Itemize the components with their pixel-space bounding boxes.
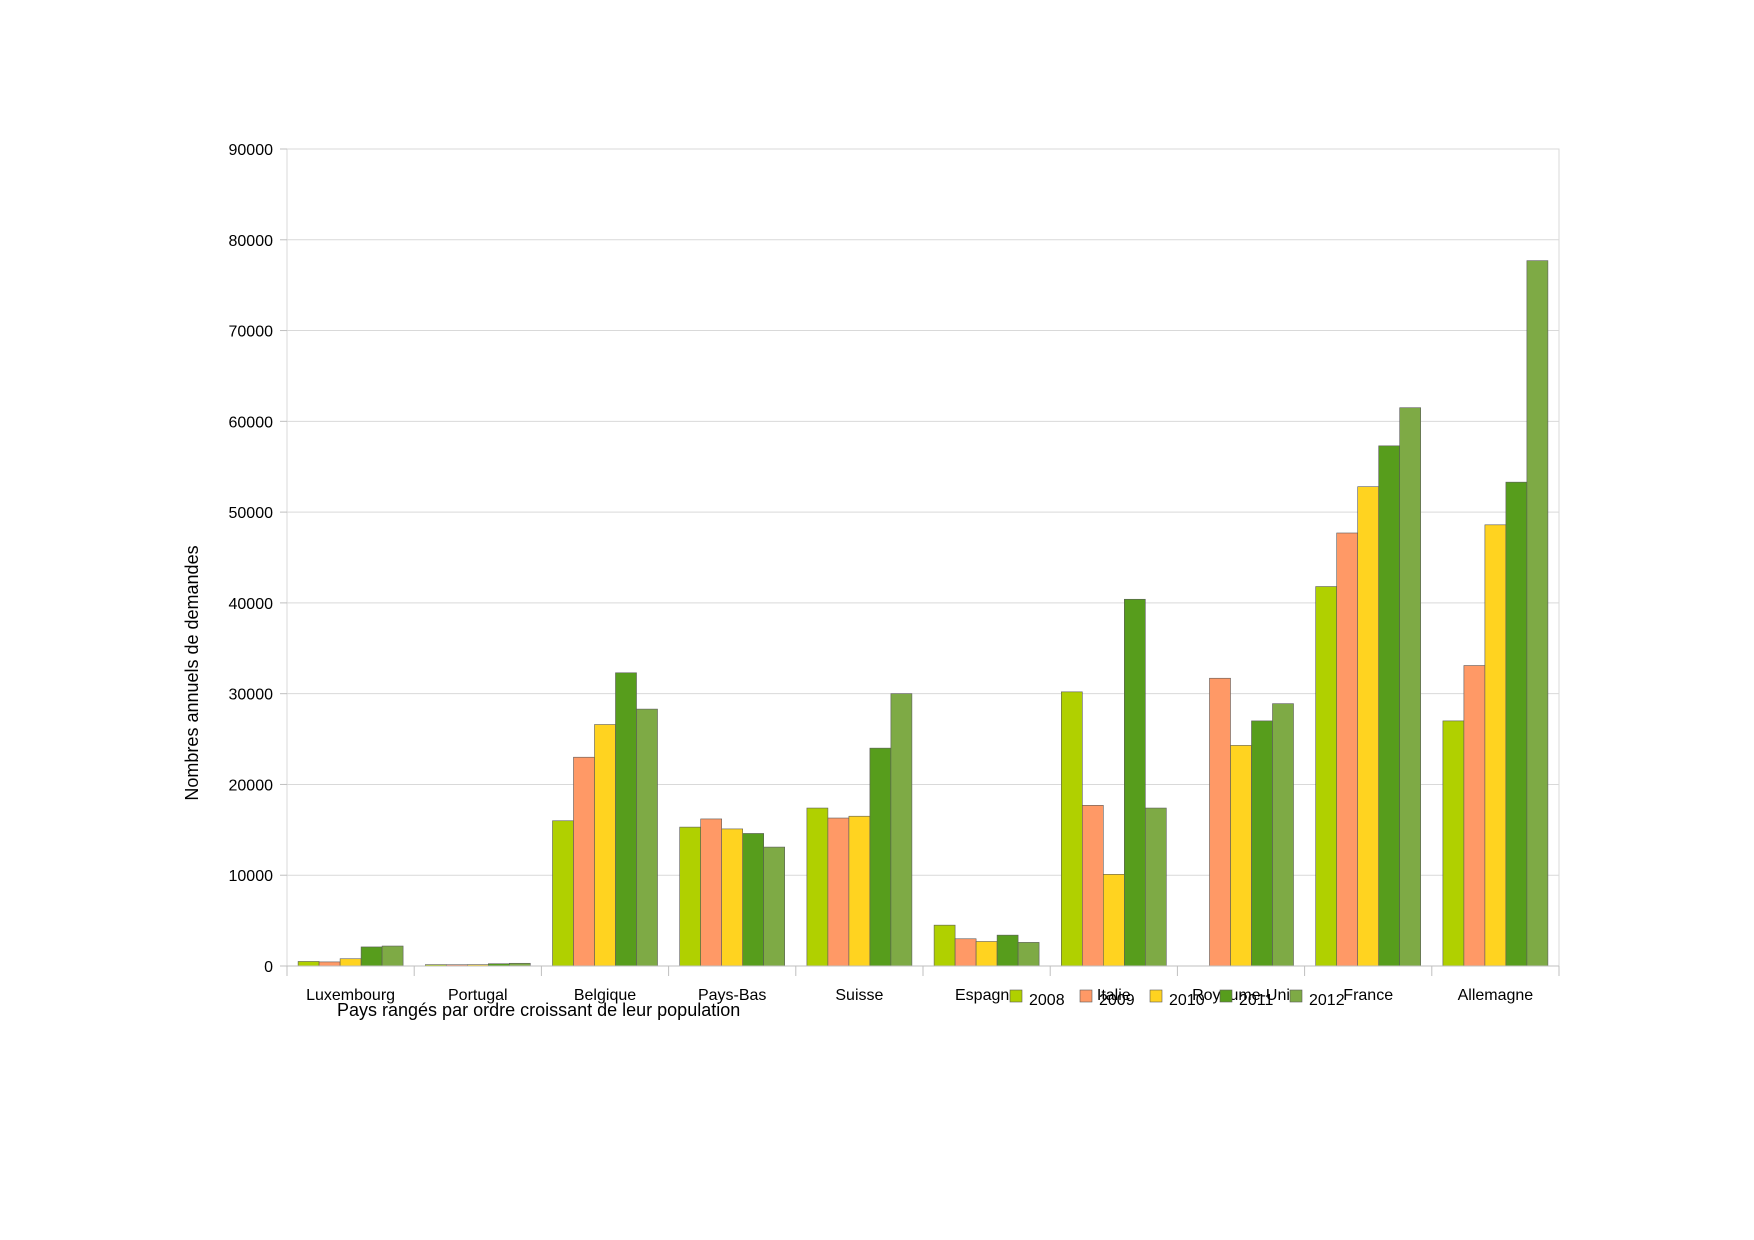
bar-belgique-2012	[636, 708, 658, 967]
bar-suisse-2009	[827, 817, 850, 967]
bar-belgique-2010	[594, 724, 616, 967]
bar-luxembourg-2009	[318, 961, 341, 967]
bar-luxembourg-2010	[339, 958, 362, 967]
y-tick-label: 50000	[229, 505, 274, 522]
x-tick-label: Royaume-Uni	[1192, 987, 1290, 1004]
bar-suisse-2011	[869, 747, 892, 967]
bar-luxembourg-2012	[381, 945, 404, 967]
y-tick-label: 20000	[229, 777, 274, 794]
bar-italie-2012	[1145, 807, 1167, 967]
bar-royaume-uni-2010	[1230, 745, 1252, 967]
bar-pays-bas-2009	[700, 818, 723, 967]
bars	[297, 260, 1549, 967]
bar-italie-2008	[1061, 691, 1083, 967]
legend-swatch-2009	[1079, 989, 1093, 1003]
legend-label-2012: 2012	[1309, 992, 1345, 1009]
bar-allemagne-2010	[1484, 524, 1507, 967]
x-tick-label: Portugal	[448, 987, 508, 1004]
bar-luxembourg-2008	[297, 961, 320, 967]
legend-label-2010: 2010	[1169, 992, 1205, 1009]
legend-swatch-2008	[1009, 989, 1023, 1003]
bar-pays-bas-2008	[679, 826, 702, 967]
x-tick-label: Pays-Bas	[698, 987, 766, 1004]
y-axis-title: Nombres annuels de demandes	[182, 545, 202, 800]
bar-royaume-uni-2009	[1209, 677, 1231, 967]
bar-pays-bas-2012	[763, 846, 786, 967]
bar-pays-bas-2011	[742, 833, 765, 967]
bar-royaume-uni-2011	[1251, 720, 1273, 967]
x-tick-label: Luxembourg	[306, 987, 395, 1004]
legend-swatch-2011	[1219, 989, 1233, 1003]
y-tick-label: 0	[264, 959, 273, 976]
x-tick-label: Italie	[1097, 987, 1131, 1004]
bar-espagne-2011	[996, 934, 1019, 967]
bar-suisse-2008	[806, 807, 829, 967]
bar-italie-2009	[1082, 805, 1104, 967]
legend-label-2008: 2008	[1029, 992, 1065, 1009]
bar-espagne-2012	[1017, 942, 1040, 967]
bar-italie-2010	[1103, 874, 1125, 967]
bar-suisse-2010	[848, 815, 871, 967]
legend: 2008 2009 2010 2011 2012	[1009, 989, 1345, 1009]
legend-label-2011: 2011	[1239, 992, 1274, 1009]
legend-swatch-2012	[1289, 989, 1303, 1003]
x-tick-label: Espagne	[955, 987, 1018, 1004]
y-tick-label: 80000	[229, 233, 274, 250]
y-tick-label: 30000	[229, 687, 274, 704]
bar-espagne-2009	[954, 938, 977, 967]
bar-france-2008	[1315, 586, 1337, 967]
x-axis-title: Pays rangés par ordre croissant de leur …	[337, 1000, 740, 1020]
bar-france-2011	[1378, 445, 1400, 967]
bar-allemagne-2011	[1505, 481, 1528, 967]
legend-label-2009: 2009	[1099, 992, 1135, 1009]
bar-france-2010	[1357, 486, 1379, 967]
bar-italie-2011	[1124, 598, 1146, 967]
bar-allemagne-2008	[1442, 720, 1465, 967]
bar-allemagne-2012	[1526, 260, 1549, 967]
bar-suisse-2012	[890, 693, 913, 967]
x-tick-label: France	[1343, 987, 1393, 1004]
y-tick-label: 90000	[229, 142, 274, 159]
x-tick-label: Suisse	[835, 987, 883, 1004]
bar-espagne-2008	[933, 924, 956, 967]
bar-royaume-uni-2012	[1272, 703, 1294, 967]
bar-belgique-2011	[615, 672, 637, 967]
x-tick-label: Allemagne	[1458, 987, 1534, 1004]
bar-france-2009	[1336, 532, 1358, 967]
y-tick-label: 40000	[229, 596, 274, 613]
y-tick-label: 10000	[229, 868, 274, 885]
x-axis-ticks: Luxembourg Portugal Belgique Pays-Bas Suisse…	[286, 965, 1560, 1004]
bar-pays-bas-2010	[721, 828, 744, 967]
bar-luxembourg-2011	[360, 946, 383, 967]
bar-belgique-2009	[573, 756, 595, 967]
y-axis-ticks: 0 10000 20000 30000 40000 50000 60000 70000 8000…	[229, 142, 287, 976]
y-tick-label: 60000	[229, 414, 274, 431]
bar-allemagne-2009	[1463, 665, 1486, 967]
bar-espagne-2010	[975, 941, 998, 967]
bar-belgique-2008	[552, 820, 574, 967]
legend-swatch-2010	[1149, 989, 1163, 1003]
x-tick-label: Belgique	[574, 987, 636, 1004]
bar-france-2012	[1399, 407, 1421, 967]
y-tick-label: 70000	[229, 324, 274, 341]
